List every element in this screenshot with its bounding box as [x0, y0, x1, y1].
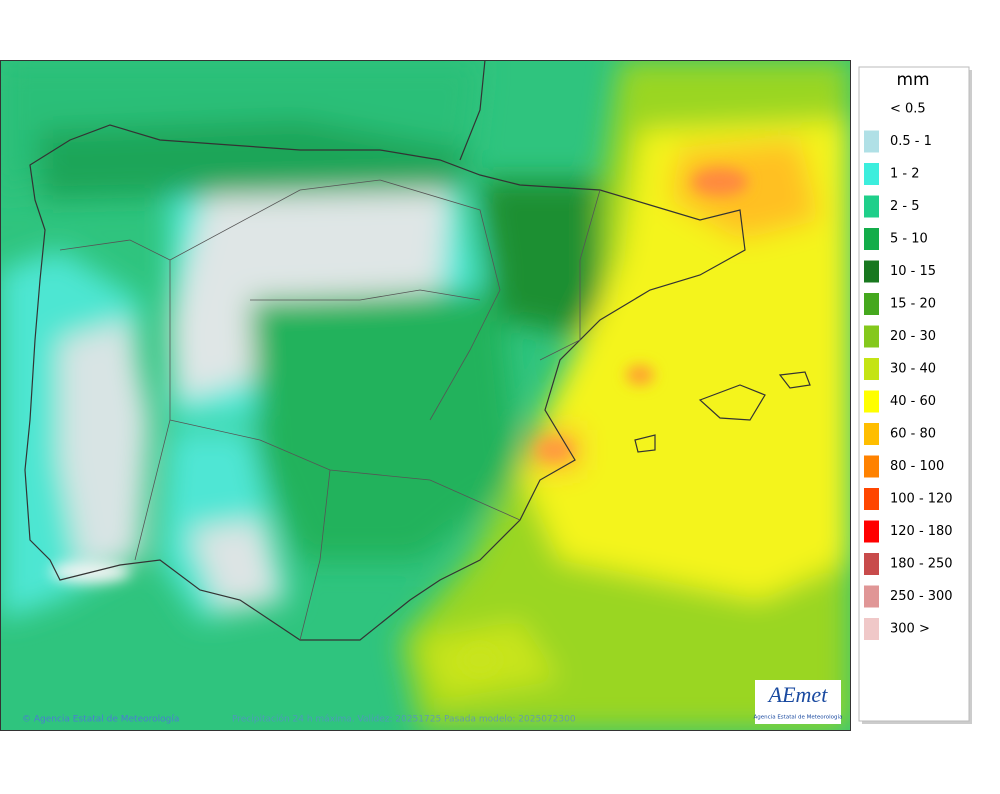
legend-label: 300 > [890, 622, 930, 637]
legend-label: 5 - 10 [890, 232, 928, 247]
legend-label: 1 - 2 [890, 167, 920, 182]
legend-label: 250 - 300 [890, 589, 953, 604]
legend-label: 30 - 40 [890, 362, 936, 377]
legend-label: 180 - 250 [890, 557, 953, 572]
legend-swatch [864, 358, 879, 380]
legend-label: 40 - 60 [890, 394, 936, 409]
legend-swatch [864, 553, 879, 575]
legend-label: 0.5 - 1 [890, 134, 932, 149]
legend-swatch [864, 520, 879, 543]
logo: AEmet Agencia Estatal de Meteorología [754, 680, 843, 724]
legend-swatch [864, 488, 879, 510]
legend-label: 20 - 30 [890, 329, 936, 344]
legend-label: 60 - 80 [890, 427, 936, 442]
legend-swatch [864, 260, 879, 283]
legend: mm < 0.5 0.5 - 1 1 - 2 2 - 5 5 - 10 10 - 15 15… [858, 66, 972, 724]
map-frame [0, 60, 851, 731]
legend-label: 10 - 15 [890, 264, 936, 279]
credit: © Agencia Estatal de Meteorología [22, 715, 179, 725]
legend-label: < 0.5 [890, 102, 926, 117]
legend-title: mm [896, 70, 929, 90]
logo-box [755, 680, 841, 724]
logo-caption: Agencia Estatal de Meteorología [754, 714, 843, 721]
legend-swatch [864, 585, 879, 608]
legend-swatch [864, 455, 879, 478]
legend-label: 15 - 20 [890, 297, 936, 312]
precipitation-map [0, 60, 850, 730]
legend-swatch [864, 325, 879, 348]
legend-swatch [864, 293, 879, 315]
legend-swatch [864, 390, 879, 413]
legend-label: 80 - 100 [890, 459, 944, 474]
region-borders [59, 179, 601, 641]
map-caption: Precipitación 24 h máxima. Validez: 2025… [232, 714, 576, 725]
logo-mark: AEmet [767, 682, 829, 707]
legend-swatch [864, 195, 879, 218]
legend-swatch [864, 130, 879, 153]
legend-swatch [864, 163, 879, 185]
legend-swatch [864, 618, 879, 640]
legend-label: 120 - 180 [890, 524, 953, 539]
legend-label: 2 - 5 [890, 199, 920, 214]
coastline [24, 60, 811, 641]
legend-swatch [864, 423, 879, 445]
legend-swatch [864, 228, 879, 250]
legend-label: 100 - 120 [890, 492, 953, 507]
